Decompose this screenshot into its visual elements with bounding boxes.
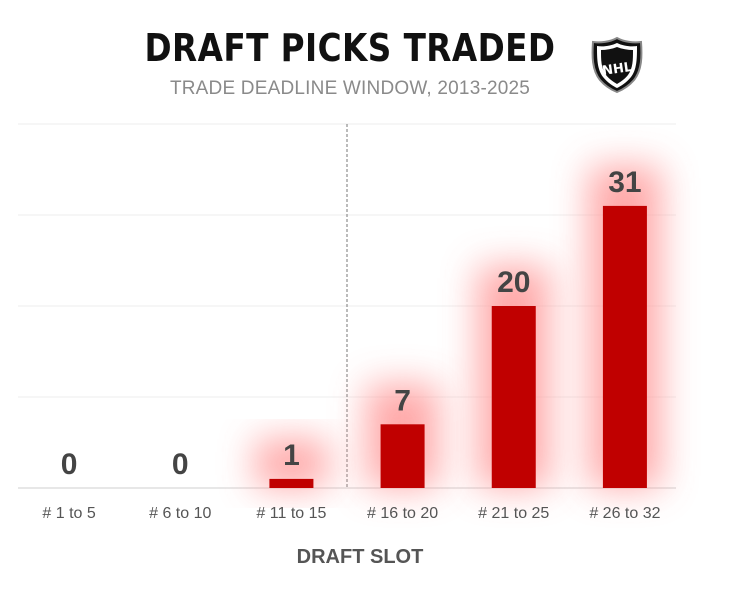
data-label: 7 [394,384,411,417]
data-label: 0 [172,448,189,481]
bar [269,478,314,488]
x-tick-label: # 6 to 10 [149,505,211,522]
bar [602,205,647,488]
data-label: 31 [608,166,641,199]
x-tick-label: # 11 to 15 [256,505,326,522]
chart-subtitle: TRADE DEADLINE WINDOW, 2013-2025 [169,78,531,99]
data-label: 0 [61,448,78,481]
x-tick-label: # 21 to 25 [478,505,549,522]
x-tick-label: # 1 to 5 [42,505,95,522]
nhl-shield-icon: NHL [591,36,643,94]
x-axis-label: DRAFT SLOT [296,546,424,568]
data-label: 20 [497,266,530,299]
chart-title: DRAFT PICKS TRADED [144,26,556,70]
bar [491,306,536,488]
x-tick-label: # 16 to 20 [367,505,438,522]
x-tick-label: # 26 to 32 [589,505,660,522]
data-label: 1 [283,439,300,472]
bar [380,424,425,488]
logo-text: NHL [601,60,633,79]
